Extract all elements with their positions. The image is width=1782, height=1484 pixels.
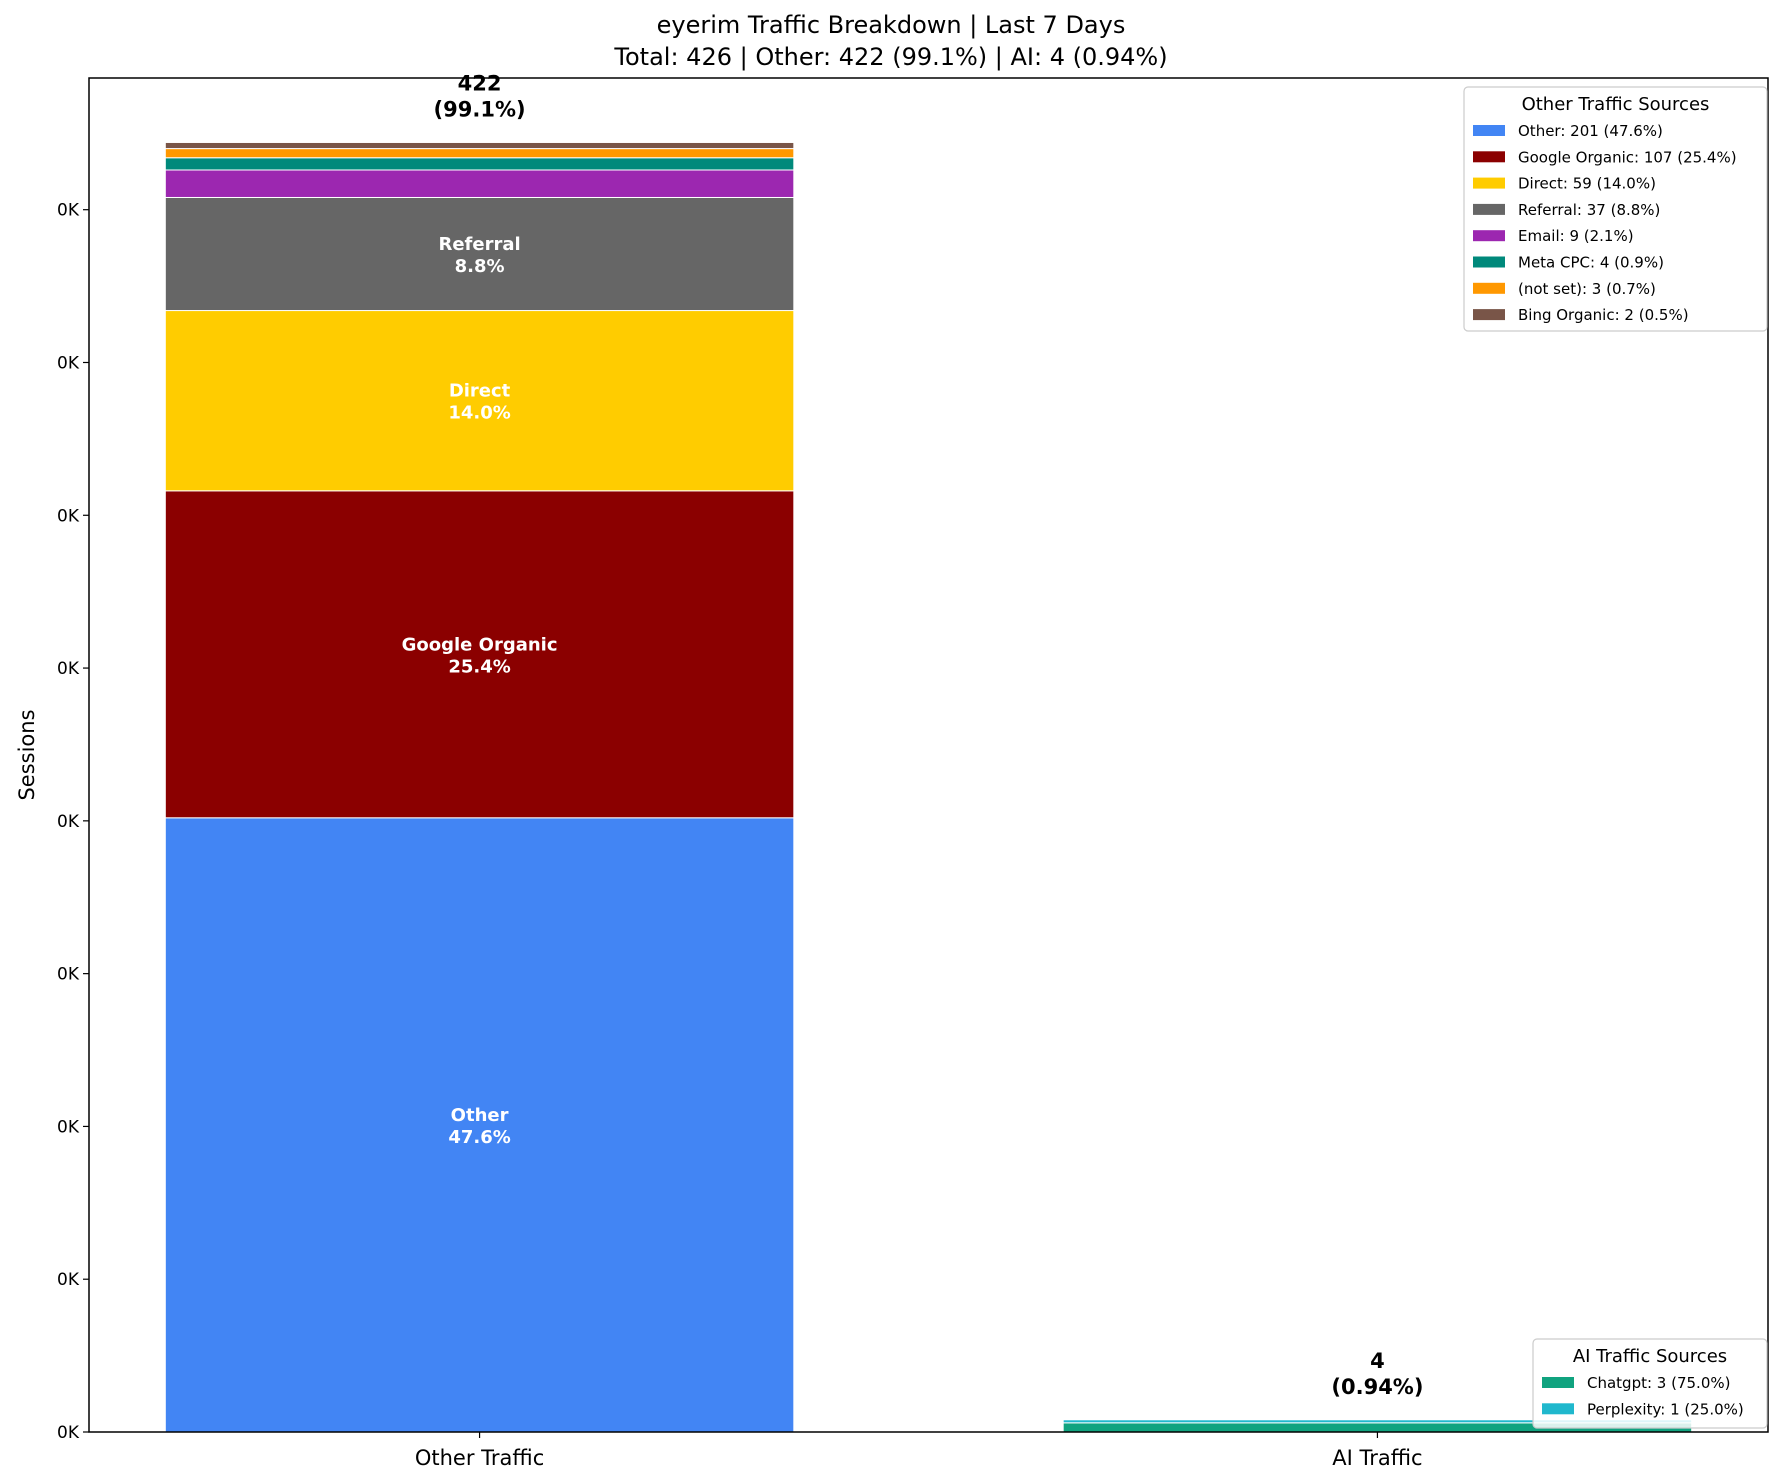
chart-subtitle: Total: 426 | Other: 422 (99.1%) | AI: 4 … — [613, 43, 1167, 71]
bar-segment-email — [164, 169, 795, 198]
legend-swatch — [1473, 309, 1505, 321]
segment-label-name: Referral — [438, 234, 520, 255]
bar-total-value: 4 — [1370, 1349, 1385, 1373]
segment-label-pct: 47.6% — [448, 1127, 510, 1148]
axes-frame — [88, 77, 1769, 1433]
segment-label-name: Other — [451, 1105, 509, 1126]
legend-entry: Chatgpt: 3 (75.0%) — [1587, 1374, 1730, 1392]
bar-total-pct: (0.94%) — [1331, 1375, 1423, 1399]
bar-total-value: 422 — [458, 71, 502, 95]
legend-entry: Referral: 37 (8.8%) — [1518, 201, 1660, 219]
bar-total-pct: (99.1%) — [434, 97, 526, 121]
segment-label-name: Direct — [449, 381, 511, 402]
legend-title: Other Traffic Sources — [1522, 94, 1710, 115]
legend-swatch — [1542, 1377, 1574, 1388]
legend-swatch — [1473, 177, 1505, 189]
legend-entry: Other: 201 (47.6%) — [1518, 122, 1663, 140]
legend-entry: Google Organic: 107 (25.4%) — [1518, 148, 1737, 166]
y-tick-label: 0K — [57, 659, 80, 679]
legend-entry: Bing Organic: 2 (0.5%) — [1518, 306, 1689, 324]
y-tick-label: 0K — [57, 353, 80, 373]
y-tick-label: 0K — [57, 1423, 80, 1443]
y-tick-label: 0K — [57, 506, 80, 526]
legend-swatch — [1473, 256, 1505, 268]
legend-swatch — [1473, 282, 1505, 294]
y-tick-label: 0K — [57, 1270, 80, 1290]
legend-entry: Meta CPC: 4 (0.9%) — [1518, 254, 1664, 272]
segment-label-pct: 25.4% — [448, 656, 510, 677]
legend-swatch — [1473, 125, 1505, 136]
bar-segment-other — [164, 817, 795, 1433]
y-axis-label: Sessions — [15, 709, 39, 800]
bar-segment-google-organic — [164, 490, 795, 819]
y-tick-label: 0K — [57, 1117, 80, 1137]
x-tick-label: Other Traffic — [415, 1446, 544, 1470]
y-tick-label: 0K — [57, 965, 80, 985]
legend-swatch — [1473, 230, 1505, 242]
legend-entry: Email: 9 (2.1%) — [1518, 227, 1634, 245]
y-tick-label: 0K — [57, 201, 80, 221]
segment-label-name: Google Organic — [402, 634, 558, 655]
legend-entry: Perplexity: 1 (25.0%) — [1587, 1400, 1744, 1418]
x-tick-label: AI Traffic — [1332, 1446, 1422, 1470]
legend-swatch — [1473, 151, 1505, 163]
bar-segment--not-set- — [164, 148, 795, 159]
bar-segment-referral — [164, 196, 795, 312]
bar-segment-meta-cpc — [164, 157, 795, 171]
y-tick-label: 0K — [57, 812, 80, 832]
chart-title: eyerim Traffic Breakdown | Last 7 Days — [657, 11, 1126, 39]
legend-entry: Direct: 59 (14.0%) — [1518, 175, 1656, 193]
legend-box — [1463, 86, 1768, 332]
bar-segment-bing-organic — [164, 141, 795, 150]
legend-title: AI Traffic Sources — [1573, 1346, 1727, 1367]
legend-box — [1532, 1338, 1768, 1429]
legend-entry: (not set): 3 (0.7%) — [1518, 280, 1656, 298]
segment-label-pct: 14.0% — [448, 403, 510, 424]
segment-label-pct: 8.8% — [455, 256, 505, 277]
legend-swatch — [1542, 1403, 1574, 1415]
legend-swatch — [1473, 203, 1505, 215]
